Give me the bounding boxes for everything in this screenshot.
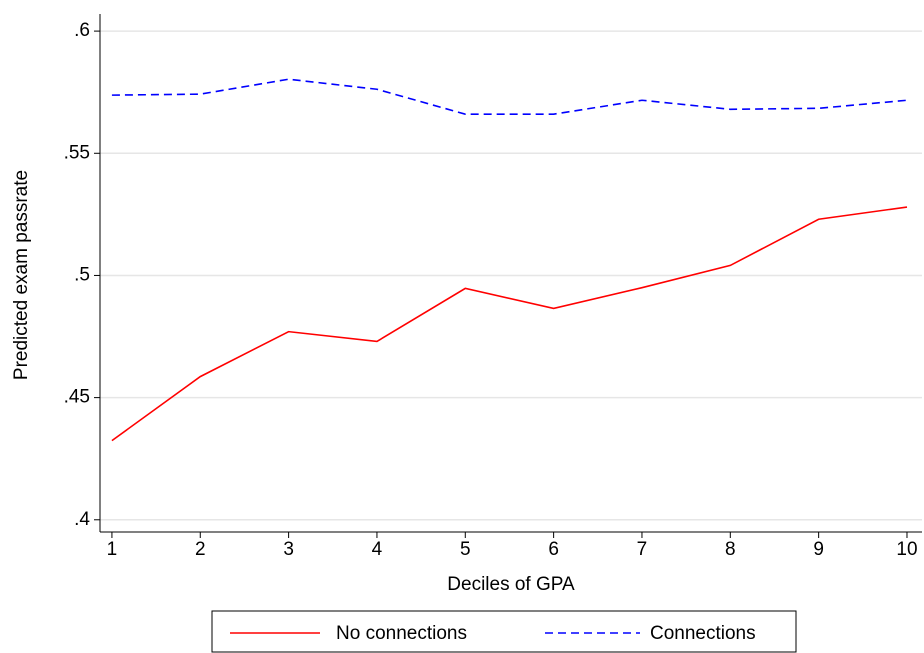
y-tick-label: .4: [74, 509, 90, 530]
x-tick-label: 1: [107, 539, 118, 560]
x-tick-label: 3: [283, 539, 294, 560]
x-tick-label: 7: [637, 539, 648, 560]
x-tick-label: 5: [460, 539, 471, 560]
x-tick-label: 6: [548, 539, 559, 560]
legend-label: Connections: [650, 623, 756, 644]
x-axis-label: Deciles of GPA: [447, 574, 575, 595]
x-tick-label: 2: [195, 539, 206, 560]
line-series: [111, 78, 908, 115]
y-axis-label: Predicted exam passrate: [11, 170, 32, 380]
x-tick-label: 9: [813, 539, 824, 560]
line-series: [111, 206, 908, 442]
y-tick-label: .5: [74, 264, 90, 285]
legend-box: [211, 610, 797, 653]
y-tick-label: .55: [64, 142, 90, 163]
y-tick-label: .6: [74, 20, 90, 41]
x-tick-label: 8: [725, 539, 736, 560]
y-tick-label: .45: [64, 387, 90, 408]
x-tick-label: 4: [372, 539, 383, 560]
legend-label: No connections: [336, 623, 467, 644]
x-tick-label: 10: [896, 539, 917, 560]
